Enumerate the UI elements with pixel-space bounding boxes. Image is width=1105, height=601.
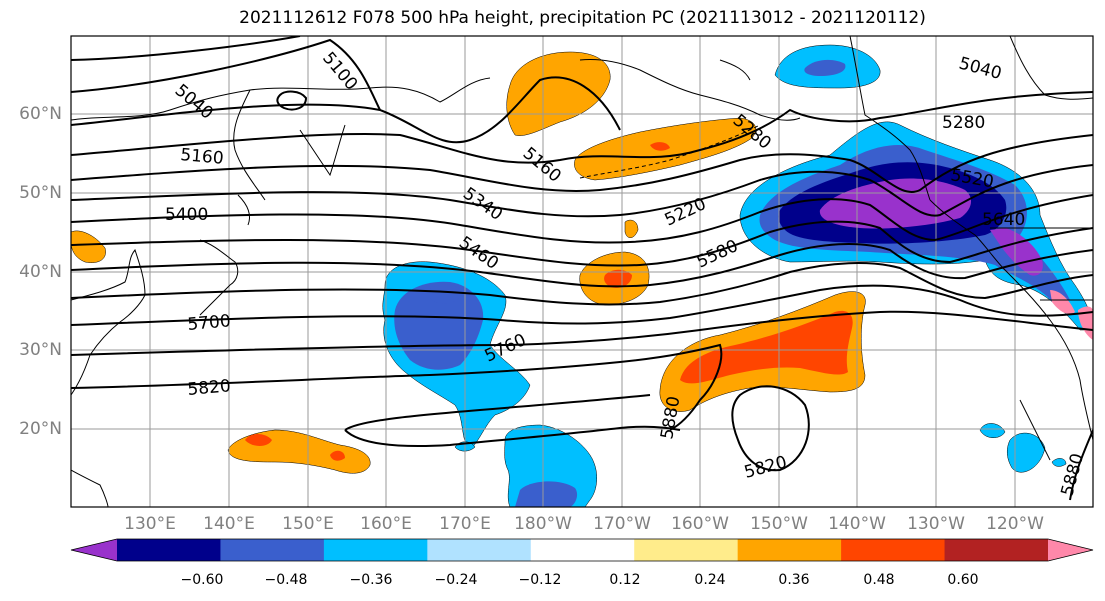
positive-region-bering (506, 51, 611, 136)
precip-positive-areas (71, 51, 866, 474)
contour-label: 5880 (1058, 451, 1089, 498)
colorbar-tick-label: 0.60 (947, 572, 979, 588)
colorbar-swatch (220, 539, 325, 561)
colorbar-tick-label: −0.24 (434, 572, 478, 588)
longitude-label: 170°W (593, 514, 651, 534)
contour-label: 5400 (165, 205, 208, 225)
colorbar-tick-label: 0.48 (863, 572, 895, 588)
colorbar-tick-label: 0.12 (609, 572, 641, 588)
contour-label: 5460 (455, 233, 502, 274)
contour-label: 5100 (318, 48, 361, 94)
contour-label: 5820 (187, 376, 232, 400)
colorbar-swatch (737, 539, 842, 561)
longitude-label: 160°E (360, 514, 412, 534)
latitude-label: 30°N (19, 340, 62, 360)
height-contours (71, 36, 1093, 501)
colorbar-extend-low (71, 539, 117, 561)
colorbar-swatch (117, 539, 221, 561)
longitude-label: 170°E (439, 514, 491, 534)
longitude-label: 140°W (828, 514, 886, 534)
longitude-label: 120°W (986, 514, 1044, 534)
latitude-label: 50°N (19, 183, 62, 203)
contour-label: 5160 (180, 145, 225, 169)
longitude-label: 130°W (907, 514, 965, 534)
latitude-label: 20°N (19, 419, 62, 439)
longitude-label: 140°E (203, 514, 255, 534)
contour-label: 5040 (957, 54, 1004, 85)
colorbar-tick-label: 0.24 (694, 572, 726, 588)
contour-label: 5640 (982, 210, 1025, 230)
colorbar-swatch (530, 539, 635, 561)
contour-label: 5220 (662, 194, 710, 230)
latitude-label: 60°N (19, 104, 62, 124)
contour-label: 5820 (742, 452, 789, 483)
longitude-label: 150°E (282, 514, 334, 534)
map-title: 2021112612 F078 500 hPa height, precipit… (239, 8, 926, 28)
longitude-label: 160°W (671, 514, 729, 534)
colorbar-tick-label: −0.36 (349, 572, 393, 588)
contour-label: 5340 (459, 184, 506, 225)
contour-label: 5160 (519, 144, 565, 187)
contour-label: 5880 (657, 395, 684, 441)
colorbar-tick-label: −0.12 (518, 572, 562, 588)
plot-frame (70, 35, 1094, 508)
colorbar-swatch (323, 539, 428, 561)
contour-label: 5040 (171, 81, 217, 124)
colorbar-swatch (944, 539, 1049, 561)
colorbar-extend-high (1048, 539, 1093, 561)
colorbar-outline (70, 538, 1094, 562)
latitude-label: 40°N (19, 262, 62, 282)
colorbar-tick-label: −0.60 (180, 572, 224, 588)
longitude-label: 130°E (124, 514, 176, 534)
colorbar-swatch (634, 539, 739, 561)
colorbar-tick-label: −0.48 (264, 572, 308, 588)
colorbar-tick-label: 0.36 (778, 572, 810, 588)
contour-label: 5580 (694, 236, 742, 272)
colorbar (70, 538, 1094, 562)
contour-label: 5700 (187, 311, 232, 335)
colorbar-swatch (841, 539, 946, 561)
colorbar-swatch (427, 539, 532, 561)
precip-negative-areas (382, 44, 1093, 507)
longitude-label: 150°W (750, 514, 808, 534)
longitude-label: 180°W (514, 514, 572, 534)
contour-label: 5280 (942, 113, 985, 133)
